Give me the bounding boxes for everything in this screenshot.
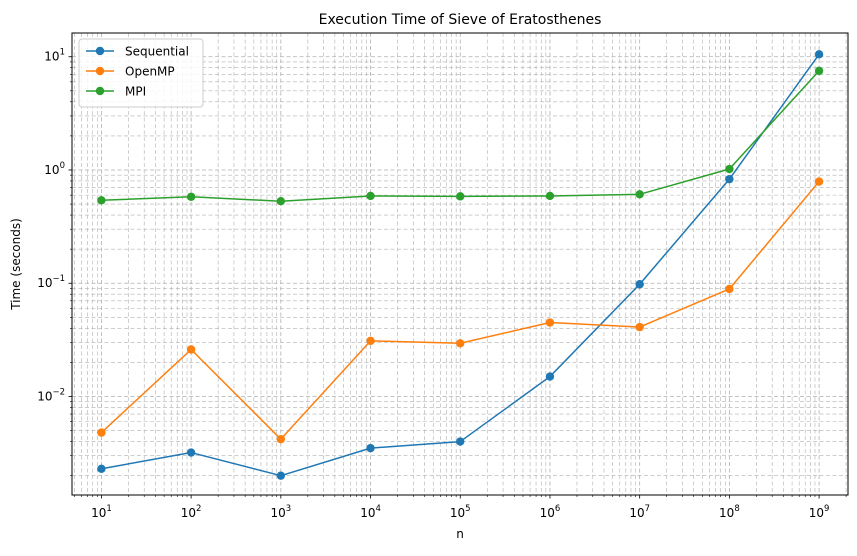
data-point-sequential [635,280,644,289]
series-layer [97,50,824,480]
x-axis-label: n [456,527,464,541]
x-tick-label-exponent: 8 [734,504,739,514]
x-tick-label-exponent: 1 [106,504,111,514]
data-point-sequential [97,464,106,473]
legend-marker-mpi [95,86,105,96]
y-tick-label-base: 10 [44,50,59,64]
x-tick-label-base: 10 [360,506,375,520]
x-tick-label-exponent: 2 [196,504,201,514]
x-tick-label: 107 [629,504,650,520]
grid [72,33,848,495]
data-point-sequential [186,448,196,457]
x-tick-label-base: 10 [809,506,824,520]
data-point-mpi [186,192,196,201]
y-tick-label: 100 [44,161,65,177]
data-point-openmp [366,336,375,346]
y-tick-label: 101 [44,48,65,64]
y-tick-label: 10−2 [37,388,65,404]
x-tick-label-base: 10 [629,506,644,520]
chart-title: Execution Time of Sieve of Eratosthenes [319,12,602,28]
y-tick-label-base: 10 [37,390,52,404]
x-tick-label: 102 [181,504,202,520]
x-tick-label-exponent: 3 [286,504,291,514]
legend: Sequential OpenMP MPI [78,38,204,108]
data-point-mpi [635,190,644,199]
x-tick-label-base: 10 [91,506,106,520]
x-tick-label: 109 [809,504,830,520]
data-point-sequential [276,471,286,480]
legend-item-mpi: MPI [86,85,146,99]
x-tick-label-exponent: 5 [465,504,470,514]
y-tick-label-exponent: −1 [52,274,65,284]
series-openmp [97,177,824,444]
x-tick-label-base: 10 [719,506,734,520]
y-tick-label-exponent: 0 [60,161,65,171]
x-tick-label-exponent: 9 [824,504,829,514]
y-tick-label-exponent: 1 [60,48,65,58]
x-tick-label: 108 [719,504,740,520]
legend-marker-openmp [95,66,105,76]
data-point-mpi [97,196,106,205]
legend-item-openmp: OpenMP [86,65,175,79]
data-point-mpi [814,66,824,76]
data-point-openmp [97,428,106,437]
x-tick-label-base: 10 [181,506,196,520]
data-point-sequential [366,443,375,453]
data-point-mpi [725,164,734,174]
data-point-openmp [814,177,824,186]
legend-label-openmp: OpenMP [125,65,175,79]
data-point-openmp [276,434,286,444]
legend-box [78,38,204,108]
x-tick-label-exponent: 7 [645,504,650,514]
x-tick-label: 106 [540,504,561,520]
y-tick-label-exponent: −2 [52,388,65,398]
data-point-mpi [456,192,465,201]
y-tick-label-base: 10 [44,163,59,177]
data-point-mpi [545,191,555,201]
data-point-sequential [456,437,465,446]
y-tick-label-base: 10 [37,276,52,290]
x-tick-label-base: 10 [270,506,285,520]
data-point-openmp [545,318,555,327]
x-tick-label-exponent: 4 [375,504,380,514]
data-point-sequential [725,174,734,184]
legend-label-mpi: MPI [125,85,146,99]
data-point-sequential [814,50,824,59]
x-tick-label-base: 10 [540,506,555,520]
data-point-sequential [545,372,555,381]
legend-item-sequential: Sequential [86,45,189,59]
x-tick-label: 105 [450,504,471,520]
x-tick-label: 103 [270,504,291,520]
plot-frame [71,32,849,496]
series-mpi [97,66,824,206]
data-point-mpi [276,197,286,206]
y-tick-label: 10−1 [37,274,65,290]
legend-marker-sequential [95,46,105,56]
legend-label-sequential: Sequential [125,45,189,59]
x-tick-label-exponent: 6 [555,504,560,514]
data-point-openmp [635,322,644,332]
data-point-openmp [456,339,465,348]
x-tick-label-base: 10 [450,506,465,520]
y-axis-label: Time (seconds) [9,218,23,311]
data-point-openmp [186,345,196,354]
x-tick-label: 101 [91,504,112,520]
data-point-mpi [366,191,375,201]
series-sequential [97,50,824,480]
x-tick-label: 104 [360,504,381,520]
data-point-openmp [725,284,734,294]
